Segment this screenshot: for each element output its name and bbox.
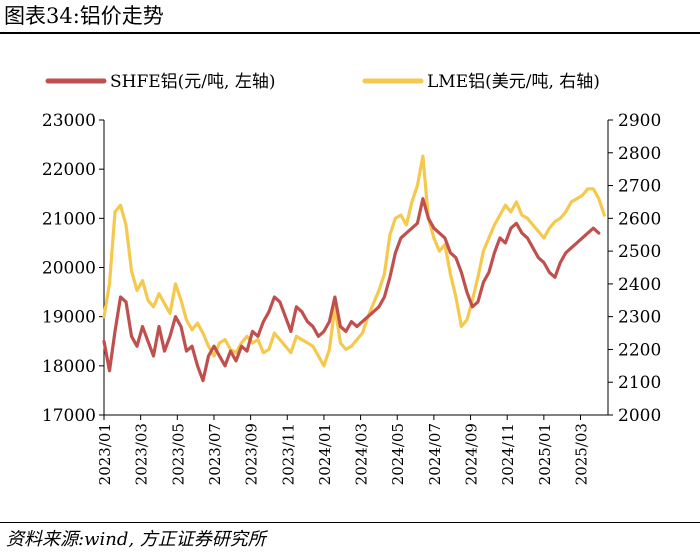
legend-label-lme: LME铝(美元/吨, 右轴) xyxy=(427,72,600,92)
left-tick-label: 23000 xyxy=(42,111,96,131)
x-tick-label: 2024/01 xyxy=(316,423,334,485)
aluminum-price-chart: 17000 18000 19000 20000 21000 22000 23000 2000 2… xyxy=(42,72,661,485)
left-tick-label: 20000 xyxy=(42,259,96,279)
x-tick-label: 2025/03 xyxy=(573,423,591,485)
x-tick-label: 2024/05 xyxy=(389,423,407,485)
left-tick-label: 21000 xyxy=(42,209,96,229)
figure-title: 图表34:铝价走势 xyxy=(4,4,164,28)
right-tick-label: 2000 xyxy=(618,406,661,426)
x-tick-label: 2023/05 xyxy=(169,423,187,485)
right-tick-label: 2500 xyxy=(618,242,661,262)
x-tick-label: 2024/09 xyxy=(463,423,481,485)
x-tick-label: 2023/09 xyxy=(243,423,261,485)
title-rule xyxy=(0,32,700,34)
lme-aluminum-series-line xyxy=(102,154,606,368)
x-tick-label: 2023/01 xyxy=(96,423,114,485)
right-tick-label: 2600 xyxy=(618,209,661,229)
right-tick-label: 2100 xyxy=(618,373,661,393)
x-tick-label: 2024/11 xyxy=(499,423,517,485)
right-tick-label: 2400 xyxy=(618,275,661,295)
left-tick-label: 22000 xyxy=(42,160,96,180)
x-tick-label: 2023/03 xyxy=(133,423,151,485)
right-tick-label: 2900 xyxy=(618,111,661,131)
x-tick-label: 2024/03 xyxy=(353,423,371,485)
left-tick-label: 19000 xyxy=(42,308,96,328)
x-tick-label: 2023/07 xyxy=(206,423,224,485)
left-tick-label: 18000 xyxy=(42,357,96,377)
right-tick-label: 2700 xyxy=(618,177,661,197)
source-note: 资料来源:wind, 方正证券研究所 xyxy=(6,529,266,550)
source-rule xyxy=(0,522,700,523)
legend-label-shfe: SHFE铝(元/吨, 左轴) xyxy=(110,72,275,92)
right-tick-label: 2200 xyxy=(618,340,661,360)
x-tick-label: 2025/01 xyxy=(536,423,554,485)
x-tick-label: 2023/11 xyxy=(279,423,297,485)
right-tick-label: 2800 xyxy=(618,144,661,164)
x-tick-label: 2024/07 xyxy=(426,423,444,485)
right-tick-label: 2300 xyxy=(618,308,661,328)
shfe-aluminum-series-line xyxy=(102,197,601,383)
left-tick-label: 17000 xyxy=(42,406,96,426)
